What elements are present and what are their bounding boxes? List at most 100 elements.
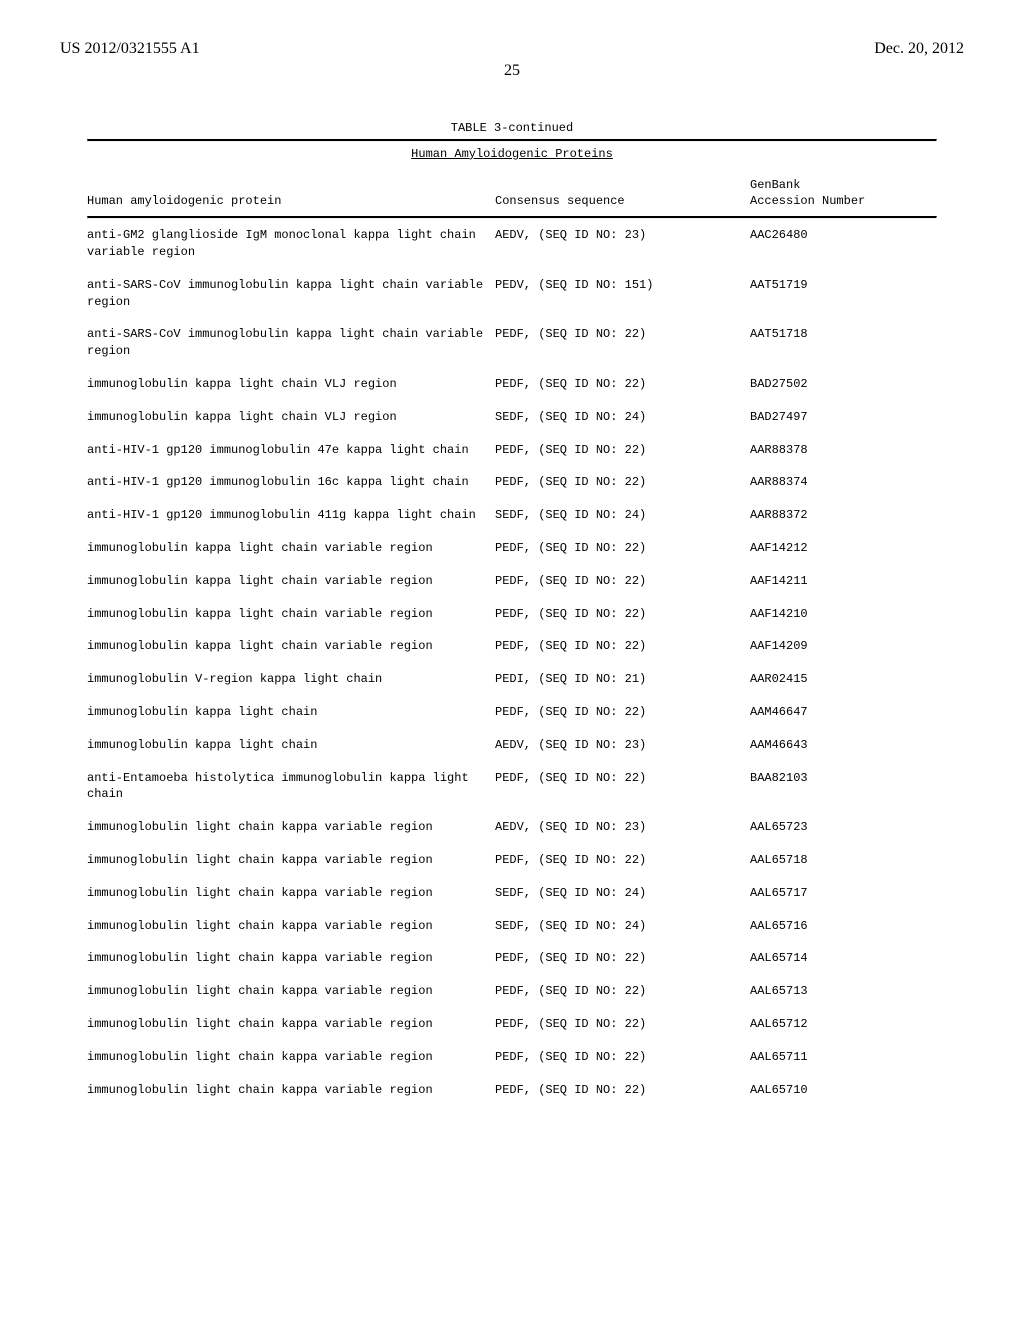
cell-consensus-sequence: AEDV, (SEQ ID NO: 23) — [495, 729, 750, 762]
cell-protein: anti-GM2 glanglioside IgM monoclonal kap… — [87, 219, 495, 269]
cell-accession-number: AAM46643 — [750, 729, 937, 762]
cell-accession-number: AAL65713 — [750, 975, 937, 1008]
col-header-protein: Human amyloidogenic protein — [87, 173, 495, 217]
cell-consensus-sequence: SEDF, (SEQ ID NO: 24) — [495, 910, 750, 943]
table-row: immunoglobulin light chain kappa variabl… — [87, 975, 937, 1008]
table-row: immunoglobulin kappa light chain variabl… — [87, 532, 937, 565]
table-row: immunoglobulin light chain kappa variabl… — [87, 811, 937, 844]
cell-protein: immunoglobulin kappa light chain variabl… — [87, 630, 495, 663]
table-row: immunoglobulin light chain kappa variabl… — [87, 1008, 937, 1041]
cell-consensus-sequence: SEDF, (SEQ ID NO: 24) — [495, 499, 750, 532]
cell-consensus-sequence: PEDF, (SEQ ID NO: 22) — [495, 696, 750, 729]
cell-accession-number: AAL65710 — [750, 1074, 937, 1107]
table-row: anti-SARS-CoV immunoglobulin kappa light… — [87, 318, 937, 368]
cell-accession-number: AAL65717 — [750, 877, 937, 910]
table-row: anti-GM2 glanglioside IgM monoclonal kap… — [87, 219, 937, 269]
cell-accession-number: AAC26480 — [750, 219, 937, 269]
col-header-consensus: Consensus sequence — [495, 173, 750, 217]
table-row: anti-HIV-1 gp120 immunoglobulin 47e kapp… — [87, 434, 937, 467]
cell-consensus-sequence: PEDF, (SEQ ID NO: 22) — [495, 630, 750, 663]
table-row: immunoglobulin V-region kappa light chai… — [87, 663, 937, 696]
cell-protein: anti-SARS-CoV immunoglobulin kappa light… — [87, 318, 495, 368]
cell-accession-number: AAL65712 — [750, 1008, 937, 1041]
cell-consensus-sequence: AEDV, (SEQ ID NO: 23) — [495, 219, 750, 269]
table-header-row: Human amyloidogenic protein Consensus se… — [87, 173, 937, 217]
cell-protein: anti-HIV-1 gp120 immunoglobulin 16c kapp… — [87, 466, 495, 499]
table-row: immunoglobulin light chain kappa variabl… — [87, 910, 937, 943]
table-row: immunoglobulin light chain kappa variabl… — [87, 1041, 937, 1074]
cell-accession-number: AAR88372 — [750, 499, 937, 532]
proteins-table: Human amyloidogenic protein Consensus se… — [87, 173, 937, 1107]
cell-consensus-sequence: PEDV, (SEQ ID NO: 151) — [495, 269, 750, 319]
page-number: 25 — [60, 62, 964, 80]
cell-accession-number: AAT51719 — [750, 269, 937, 319]
cell-consensus-sequence: PEDF, (SEQ ID NO: 22) — [495, 565, 750, 598]
cell-consensus-sequence: PEDF, (SEQ ID NO: 22) — [495, 942, 750, 975]
cell-accession-number: AAL65718 — [750, 844, 937, 877]
cell-protein: immunoglobulin light chain kappa variabl… — [87, 910, 495, 943]
cell-accession-number: AAF14212 — [750, 532, 937, 565]
cell-consensus-sequence: SEDF, (SEQ ID NO: 24) — [495, 401, 750, 434]
table-row: immunoglobulin light chain kappa variabl… — [87, 844, 937, 877]
table-row: immunoglobulin light chain kappa variabl… — [87, 1074, 937, 1107]
table-row: anti-Entamoeba histolytica immunoglobuli… — [87, 762, 937, 812]
cell-accession-number: AAL65723 — [750, 811, 937, 844]
cell-protein: anti-Entamoeba histolytica immunoglobuli… — [87, 762, 495, 812]
cell-accession-number: BAA82103 — [750, 762, 937, 812]
cell-protein: immunoglobulin kappa light chain — [87, 729, 495, 762]
cell-consensus-sequence: PEDF, (SEQ ID NO: 22) — [495, 844, 750, 877]
cell-protein: immunoglobulin kappa light chain VLJ reg… — [87, 401, 495, 434]
page-header: US 2012/0321555 A1 Dec. 20, 2012 — [60, 40, 964, 58]
cell-protein: anti-HIV-1 gp120 immunoglobulin 411g kap… — [87, 499, 495, 532]
cell-protein: immunoglobulin kappa light chain variabl… — [87, 565, 495, 598]
table-row: immunoglobulin kappa light chain VLJ reg… — [87, 401, 937, 434]
table-row: immunoglobulin light chain kappa variabl… — [87, 942, 937, 975]
cell-accession-number: AAR88378 — [750, 434, 937, 467]
cell-consensus-sequence: AEDV, (SEQ ID NO: 23) — [495, 811, 750, 844]
cell-protein: immunoglobulin light chain kappa variabl… — [87, 844, 495, 877]
header-pub-number: US 2012/0321555 A1 — [60, 40, 200, 58]
cell-consensus-sequence: PEDF, (SEQ ID NO: 22) — [495, 318, 750, 368]
table-row: immunoglobulin kappa light chain variabl… — [87, 630, 937, 663]
cell-accession-number: AAF14211 — [750, 565, 937, 598]
cell-consensus-sequence: PEDF, (SEQ ID NO: 22) — [495, 1008, 750, 1041]
cell-protein: immunoglobulin kappa light chain VLJ reg… — [87, 368, 495, 401]
table-row: immunoglobulin kappa light chain VLJ reg… — [87, 368, 937, 401]
cell-protein: immunoglobulin light chain kappa variabl… — [87, 1041, 495, 1074]
cell-protein: immunoglobulin kappa light chain — [87, 696, 495, 729]
col-header-genbank: GenBank Accession Number — [750, 173, 937, 217]
genbank-label-1: GenBank — [750, 178, 800, 192]
cell-accession-number: AAR88374 — [750, 466, 937, 499]
cell-consensus-sequence: PEDF, (SEQ ID NO: 22) — [495, 466, 750, 499]
genbank-label-2: Accession Number — [750, 194, 865, 208]
cell-accession-number: BAD27502 — [750, 368, 937, 401]
cell-protein: anti-HIV-1 gp120 immunoglobulin 47e kapp… — [87, 434, 495, 467]
cell-protein: immunoglobulin light chain kappa variabl… — [87, 811, 495, 844]
cell-accession-number: AAM46647 — [750, 696, 937, 729]
cell-accession-number: AAF14209 — [750, 630, 937, 663]
cell-protein: immunoglobulin kappa light chain variabl… — [87, 598, 495, 631]
cell-consensus-sequence: SEDF, (SEQ ID NO: 24) — [495, 877, 750, 910]
cell-protein: immunoglobulin light chain kappa variabl… — [87, 975, 495, 1008]
cell-consensus-sequence: PEDF, (SEQ ID NO: 22) — [495, 975, 750, 1008]
cell-accession-number: AAL65714 — [750, 942, 937, 975]
cell-accession-number: BAD27497 — [750, 401, 937, 434]
cell-consensus-sequence: PEDF, (SEQ ID NO: 22) — [495, 368, 750, 401]
cell-accession-number: AAF14210 — [750, 598, 937, 631]
cell-accession-number: AAT51718 — [750, 318, 937, 368]
cell-consensus-sequence: PEDF, (SEQ ID NO: 22) — [495, 762, 750, 812]
cell-protein: immunoglobulin light chain kappa variabl… — [87, 1008, 495, 1041]
cell-protein: immunoglobulin light chain kappa variabl… — [87, 942, 495, 975]
cell-consensus-sequence: PEDF, (SEQ ID NO: 22) — [495, 532, 750, 565]
table-row: immunoglobulin kappa light chainPEDF, (S… — [87, 696, 937, 729]
table-row: immunoglobulin kappa light chainAEDV, (S… — [87, 729, 937, 762]
header-date: Dec. 20, 2012 — [874, 40, 964, 58]
cell-accession-number: AAL65716 — [750, 910, 937, 943]
cell-consensus-sequence: PEDF, (SEQ ID NO: 22) — [495, 598, 750, 631]
table-caption: TABLE 3-continued — [87, 120, 937, 137]
amyloidogenic-proteins-table: TABLE 3-continued Human Amyloidogenic Pr… — [87, 120, 937, 1106]
table-row: immunoglobulin kappa light chain variabl… — [87, 598, 937, 631]
table-row: immunoglobulin light chain kappa variabl… — [87, 877, 937, 910]
cell-protein: immunoglobulin light chain kappa variabl… — [87, 1074, 495, 1107]
cell-accession-number: AAR02415 — [750, 663, 937, 696]
